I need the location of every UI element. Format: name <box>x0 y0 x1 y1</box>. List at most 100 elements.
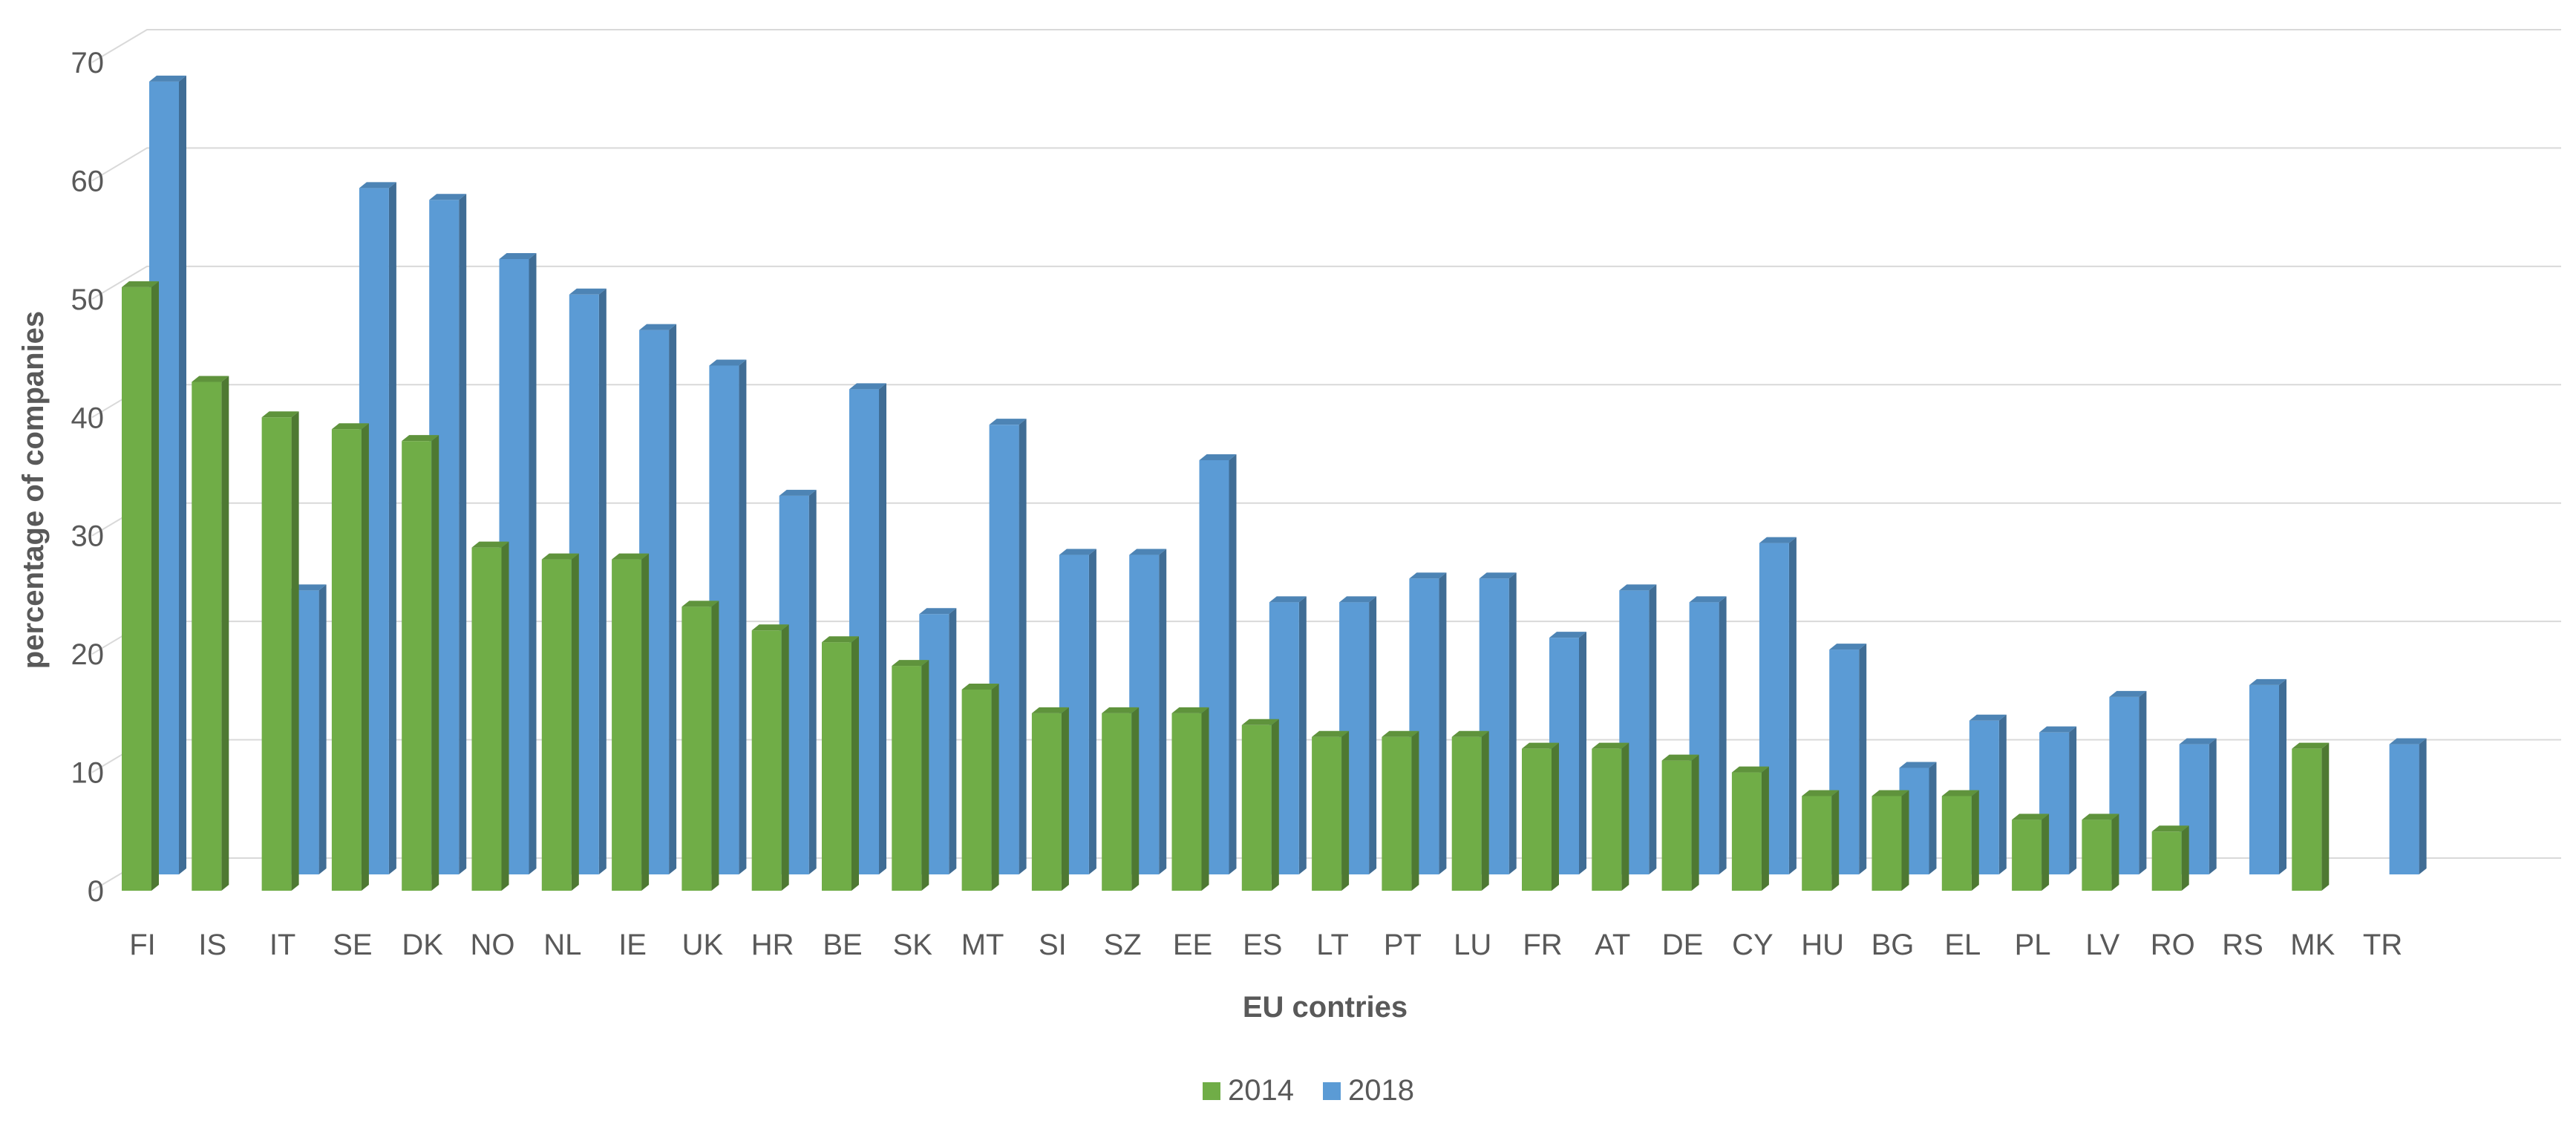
bar-front <box>1451 736 1482 891</box>
bar-front <box>122 287 151 891</box>
bar-top <box>1479 572 1517 579</box>
bar-top <box>2179 738 2217 745</box>
bar-top <box>1522 742 1559 749</box>
x-tick-label: RO <box>2151 929 2195 961</box>
bar-front <box>681 606 712 891</box>
x-tick-label: MT <box>961 929 1004 961</box>
bar-front <box>2012 819 2042 891</box>
bar-side <box>1621 742 1629 891</box>
bar-top <box>149 75 186 82</box>
bar-top <box>1829 644 1867 650</box>
bar-side <box>1131 707 1140 891</box>
bar <box>612 553 650 891</box>
x-tick-label: EL <box>1944 929 1981 961</box>
y-tick-label: 60 <box>71 165 105 197</box>
bar-front <box>331 429 362 891</box>
y-tick-labels: 0 10 20 30 40 50 60 70 <box>71 47 105 908</box>
bar <box>471 541 509 891</box>
bar-top <box>751 624 789 631</box>
bar-side <box>1649 584 1657 874</box>
legend: 2014 2018 <box>1203 1074 1414 1107</box>
bar-top <box>1339 596 1377 603</box>
bar-top <box>1592 742 1629 749</box>
bar-side <box>2181 825 2189 891</box>
bar <box>2151 825 2189 891</box>
bar-top <box>1619 584 1657 591</box>
bar-side <box>151 281 159 891</box>
x-tick-label: FR <box>1523 929 1562 961</box>
bar-side <box>571 553 579 891</box>
bar-side <box>179 75 186 874</box>
bar-side <box>1998 714 2007 874</box>
bar-side <box>2279 678 2286 874</box>
legend-item: 2018 <box>1323 1074 1414 1107</box>
bar <box>1871 790 1909 891</box>
bar-side <box>1411 730 1419 891</box>
bar <box>1941 790 1979 891</box>
bar-top <box>359 182 396 189</box>
y-tick-label: 30 <box>71 520 105 553</box>
bar-side <box>1971 790 1979 891</box>
legend-label: 2014 <box>1228 1074 1294 1107</box>
bar-top <box>1409 572 1447 579</box>
bar <box>1592 742 1629 891</box>
bar-front <box>961 689 992 891</box>
bar-side <box>1061 707 1069 891</box>
x-tick-label: TR <box>2363 929 2402 961</box>
bar-side <box>529 252 537 874</box>
bar-side <box>1831 790 1840 891</box>
x-tick-label: PT <box>1384 929 1422 961</box>
bar-front <box>471 547 502 891</box>
bar-top <box>122 281 159 287</box>
legend-label: 2018 <box>1348 1074 1414 1107</box>
x-tick-label: NL <box>543 929 581 961</box>
bars <box>122 75 2427 891</box>
bar-front <box>261 417 292 891</box>
bar-side <box>739 359 747 874</box>
bar-top <box>1899 762 1937 768</box>
bar <box>1312 730 1350 891</box>
bar <box>541 553 579 891</box>
bar-side <box>808 489 817 874</box>
bar-side <box>1552 742 1559 891</box>
bar-top <box>429 194 467 200</box>
x-tick-label: LV <box>2085 929 2119 961</box>
bar-side <box>879 383 886 874</box>
bar <box>1451 730 1489 891</box>
bar-top <box>471 541 509 548</box>
bar-front <box>541 559 572 891</box>
bar-side <box>851 636 859 891</box>
bar-top <box>1451 730 1489 737</box>
bar-side <box>2041 814 2050 891</box>
bar-front <box>2292 748 2322 891</box>
bar-side <box>1859 644 1867 874</box>
bar-top <box>2151 825 2189 832</box>
bar-side <box>361 423 369 891</box>
x-tick-label: SZ <box>1104 929 1142 961</box>
bar-side <box>991 683 999 891</box>
y-axis-title: percentage of companies <box>17 311 50 669</box>
bar-side <box>1901 790 1909 891</box>
x-tick-label: DE <box>1662 929 1704 961</box>
x-tick-label: IT <box>269 929 296 961</box>
bar-top <box>1102 707 1140 713</box>
x-tick-label: UK <box>682 929 724 961</box>
x-tick-label: ES <box>1243 929 1282 961</box>
bar-front <box>1312 736 1342 891</box>
bar-top <box>261 411 299 418</box>
x-tick-label: RS <box>2222 929 2263 961</box>
bar-side <box>291 411 299 891</box>
x-tick-label: DK <box>402 929 443 961</box>
bar-side <box>1369 596 1377 874</box>
bar <box>122 281 159 891</box>
bar-side <box>2111 814 2119 891</box>
bar-top <box>2082 814 2119 820</box>
x-tick-label: HU <box>1801 929 1844 961</box>
bar-front <box>1031 713 1062 891</box>
bar-side <box>711 601 719 891</box>
gridline <box>91 265 2561 300</box>
bar-front <box>892 666 922 891</box>
bar <box>261 411 299 891</box>
y-tick-label: 0 <box>88 875 104 908</box>
